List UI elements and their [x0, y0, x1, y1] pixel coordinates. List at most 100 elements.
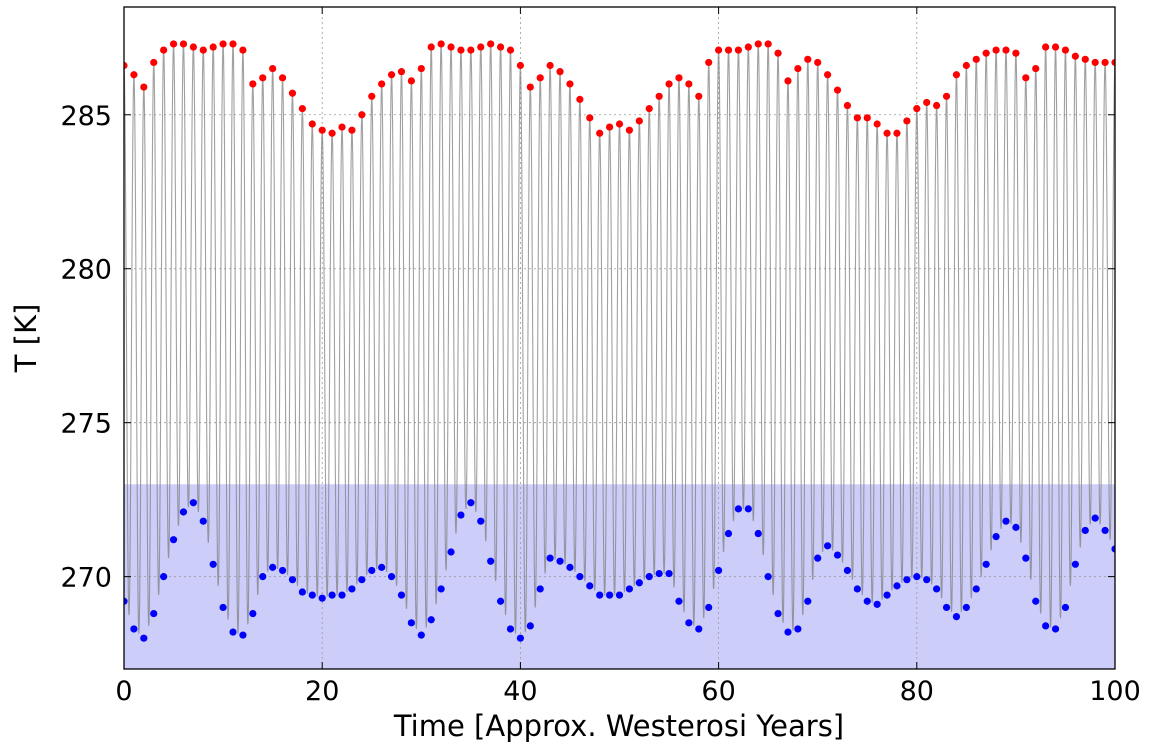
lower-envelope-series [124, 499, 1115, 642]
data-point [1002, 46, 1010, 54]
data-point [1032, 597, 1040, 605]
data-point [1071, 52, 1079, 60]
data-point [873, 120, 881, 128]
data-point [1022, 554, 1030, 562]
data-point [655, 569, 663, 578]
data-point [863, 114, 871, 122]
data-point [705, 603, 713, 612]
data-point [288, 89, 297, 97]
data-point [378, 80, 386, 88]
data-point [338, 591, 346, 599]
data-point [596, 591, 604, 599]
data-point [863, 597, 871, 605]
data-point [229, 628, 237, 636]
data-point [883, 129, 891, 137]
data-point [824, 542, 832, 550]
data-point [556, 557, 564, 565]
data-point [853, 114, 861, 122]
data-point [368, 92, 376, 100]
data-point [982, 560, 990, 568]
data-point [833, 551, 842, 559]
data-point [556, 68, 564, 76]
data-point [903, 576, 911, 584]
data-point [546, 554, 554, 562]
data-point [605, 123, 614, 131]
data-point [278, 566, 287, 575]
data-point [605, 591, 614, 599]
data-point [387, 573, 396, 581]
data-point [169, 536, 178, 544]
data-point [724, 46, 733, 54]
x-tick-label: 100 [1089, 676, 1141, 707]
data-point [150, 609, 158, 618]
data-point [437, 585, 445, 593]
data-point [1091, 58, 1099, 67]
data-point [506, 46, 515, 54]
data-point [199, 46, 207, 54]
data-point [368, 566, 376, 575]
data-point [685, 619, 693, 627]
data-point [288, 576, 297, 584]
data-point [546, 61, 554, 70]
data-point [516, 634, 525, 642]
x-tick-label: 80 [900, 676, 934, 707]
data-point [615, 591, 624, 599]
data-point [169, 40, 178, 48]
data-point [705, 58, 713, 67]
data-point [130, 625, 138, 633]
data-point [596, 129, 604, 137]
data-point [715, 46, 723, 54]
data-point [209, 43, 217, 51]
data-point [625, 126, 634, 134]
data-point [774, 609, 782, 618]
data-point [1081, 526, 1089, 535]
data-point [338, 123, 346, 131]
data-point [477, 43, 485, 51]
y-tick-label: 285 [60, 101, 112, 132]
data-point [124, 61, 128, 70]
data-point [358, 111, 366, 119]
data-point [487, 40, 495, 48]
data-point [348, 126, 356, 134]
data-point [675, 597, 683, 605]
data-point [1042, 43, 1050, 51]
data-point [536, 74, 544, 82]
data-point [794, 625, 802, 633]
data-point [992, 46, 1000, 54]
data-point [586, 114, 594, 122]
plot-frame [123, 6, 1116, 670]
data-point [913, 105, 921, 113]
data-point [160, 573, 168, 581]
data-point [378, 563, 386, 571]
data-point [982, 49, 990, 57]
data-point [1111, 545, 1115, 553]
data-point [1061, 603, 1070, 612]
y-axis-label: T [K] [9, 304, 43, 374]
data-point [695, 625, 703, 633]
data-point [685, 80, 693, 88]
data-point [665, 569, 673, 578]
data-point [1051, 625, 1060, 633]
data-point [843, 566, 852, 575]
data-point [298, 588, 306, 596]
data-point [1012, 523, 1020, 531]
data-point [942, 603, 951, 612]
data-point [1042, 622, 1050, 630]
data-point [328, 129, 336, 137]
data-point [853, 585, 861, 593]
data-point [695, 92, 703, 100]
x-tick-label: 60 [701, 676, 735, 707]
data-point [655, 92, 663, 100]
data-point [278, 74, 287, 82]
data-point [526, 83, 534, 91]
data-point [744, 505, 752, 513]
data-point [645, 105, 653, 113]
data-point [744, 43, 752, 51]
data-point [625, 585, 634, 593]
axis-ticks: 0 20 40 60 80 100 270 275 280 285 [60, 7, 1141, 707]
data-point [1101, 526, 1109, 535]
y-tick-label: 280 [60, 255, 112, 286]
data-point [952, 71, 961, 79]
data-point [189, 499, 197, 507]
